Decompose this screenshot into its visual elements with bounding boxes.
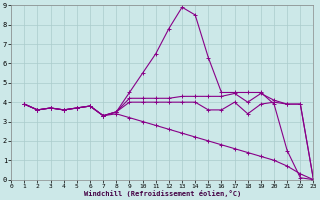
X-axis label: Windchill (Refroidissement éolien,°C): Windchill (Refroidissement éolien,°C): [84, 190, 241, 197]
